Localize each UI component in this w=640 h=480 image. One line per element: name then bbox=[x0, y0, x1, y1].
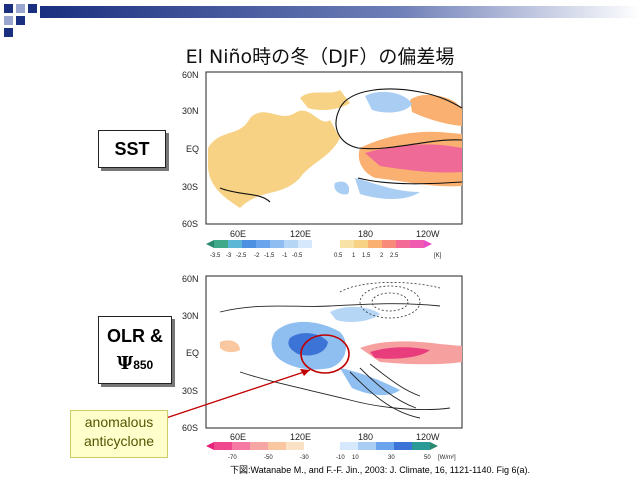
olr-colorbar-tick: 30 bbox=[388, 455, 395, 461]
anomalous-anticyclone-circle bbox=[300, 334, 350, 374]
sst-colorbar-tick: -2.5 bbox=[236, 253, 247, 259]
sst-colorbar-tick: -0.5 bbox=[292, 253, 303, 259]
anomalous-anticyclone-callout: anomalous anticyclone bbox=[70, 410, 168, 458]
psi850-contours bbox=[219, 303, 451, 419]
olr-lon-label: 60E bbox=[230, 432, 246, 442]
sst-lon-label: 120E bbox=[290, 229, 311, 239]
source-citation: 下図:Watanabe M., and F.-F. Jin., 2003: J.… bbox=[230, 465, 530, 475]
olr-lat-label: 60S bbox=[182, 423, 198, 433]
callout-line2: anticyclone bbox=[83, 433, 155, 449]
olr-colorbar-tick: [W/m²] bbox=[438, 455, 456, 461]
sst-contours bbox=[219, 88, 463, 203]
sst-map-panel: 60N 30N EQ 30S 60S 60E 120E 180 120W -3.… bbox=[182, 70, 463, 259]
sst-lat-label: 30S bbox=[182, 182, 198, 192]
psi850-label: Ψ850 bbox=[117, 353, 153, 374]
olr-cool-anomaly bbox=[271, 306, 400, 396]
sst-colorbar-tick: 2 bbox=[380, 253, 384, 259]
olr-lat-label: 60N bbox=[182, 274, 199, 284]
slide-title: El Niño時の冬（DJF）の偏差場 bbox=[185, 46, 455, 68]
sst-lon-label: 60E bbox=[230, 229, 246, 239]
olr-colorbar bbox=[206, 442, 438, 450]
olr-label-box: OLR & Ψ850 bbox=[98, 316, 172, 384]
sst-label: SST bbox=[114, 138, 150, 159]
sst-cool-anomaly bbox=[334, 91, 420, 199]
olr-lat-label: EQ bbox=[186, 348, 199, 358]
sst-colorbar-tick: 1.5 bbox=[362, 253, 371, 259]
olr-lon-label: 120W bbox=[416, 432, 440, 442]
sst-colorbar-tick: 1 bbox=[352, 253, 356, 259]
sst-lat-label: EQ bbox=[186, 144, 199, 154]
olr-map-panel: 60N 30N EQ 30S 60S 60E 120E 180 120W -70… bbox=[182, 274, 463, 461]
psi-subscript: 850 bbox=[133, 358, 154, 372]
sst-warm-anomaly bbox=[208, 90, 462, 208]
sst-colorbar-tick: -1.5 bbox=[264, 253, 275, 259]
olr-lon-label: 120E bbox=[290, 432, 311, 442]
olr-colorbar-tick: 50 bbox=[424, 455, 431, 461]
callout-line1: anomalous bbox=[84, 414, 154, 430]
sst-lat-label: 60N bbox=[182, 70, 199, 80]
sst-colorbar-tick: -3.5 bbox=[210, 253, 221, 259]
sst-colorbar-tick: 2.5 bbox=[390, 253, 399, 259]
sst-lon-label: 120W bbox=[416, 229, 440, 239]
olr-label-line1: OLR & bbox=[107, 326, 163, 346]
sst-colorbar bbox=[206, 240, 432, 248]
olr-colorbar-tick: 10 bbox=[352, 455, 359, 461]
sst-lat-label: 60S bbox=[182, 219, 198, 229]
sst-lon-label: 180 bbox=[358, 229, 373, 239]
sst-colorbar-tick: -2 bbox=[254, 253, 260, 259]
psi-symbol: Ψ bbox=[116, 353, 134, 374]
olr-warm-anomaly bbox=[220, 340, 462, 365]
sst-colorbar-tick: [K] bbox=[434, 253, 442, 259]
decorative-header-squares bbox=[4, 4, 640, 37]
olr-colorbar-tick: -10 bbox=[336, 455, 345, 461]
olr-colorbar-tick: -30 bbox=[300, 455, 309, 461]
sst-lat-label: 30N bbox=[182, 106, 199, 116]
olr-lon-label: 180 bbox=[358, 432, 373, 442]
olr-lat-label: 30S bbox=[182, 386, 198, 396]
psi850-negative-contours bbox=[339, 282, 441, 319]
sst-label-box: SST bbox=[98, 130, 166, 168]
sst-colorbar-tick: -1 bbox=[282, 253, 288, 259]
olr-colorbar-tick: -50 bbox=[264, 455, 273, 461]
olr-colorbar-tick: -70 bbox=[228, 455, 237, 461]
olr-lat-label: 30N bbox=[182, 311, 199, 321]
sst-colorbar-tick: -3 bbox=[226, 253, 232, 259]
sst-colorbar-tick: 0.5 bbox=[334, 253, 343, 259]
